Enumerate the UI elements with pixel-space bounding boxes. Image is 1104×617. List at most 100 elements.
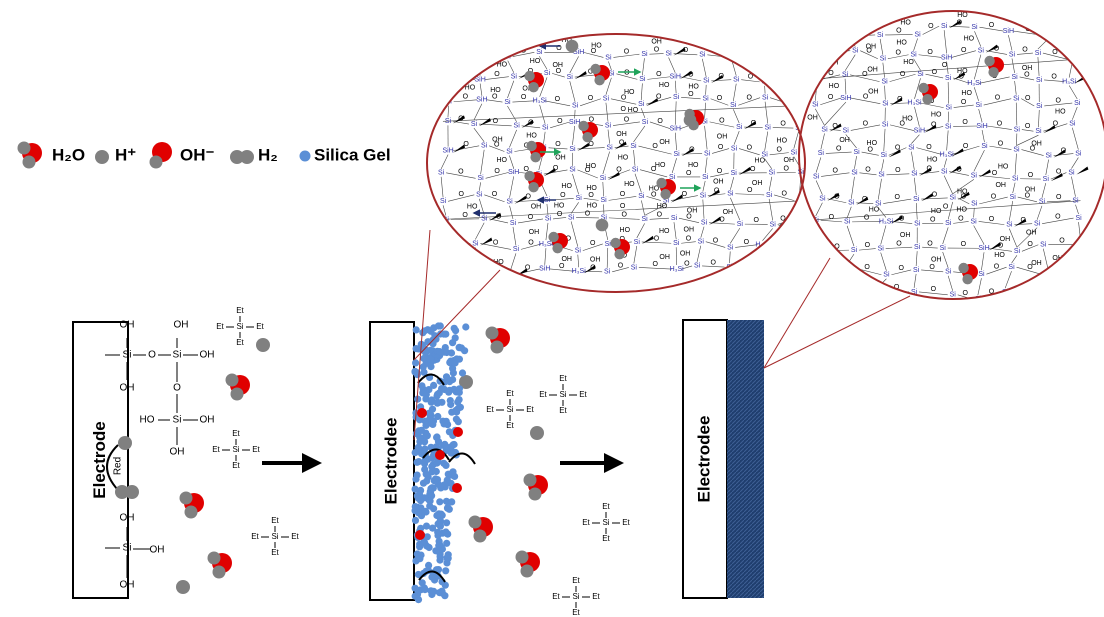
bond: [570, 81, 575, 102]
bond: [916, 203, 917, 219]
electrode-label: Electrodee: [694, 416, 713, 503]
bond: [765, 159, 772, 169]
silica-dot: [441, 592, 448, 599]
chem-label: Si: [876, 287, 883, 294]
chem-label: OH: [723, 209, 734, 216]
silica-dot: [452, 334, 459, 341]
reduction-label: Red: [113, 457, 124, 475]
h2o-h: [226, 374, 239, 387]
chem-label: O: [458, 168, 464, 175]
chem-label: O: [463, 94, 469, 101]
chem-label: O: [994, 264, 1000, 271]
chem-label: Si: [671, 215, 678, 222]
bond: [606, 103, 608, 122]
chem-label: O: [781, 191, 787, 198]
chem-label: Si: [443, 265, 450, 272]
chem-label: OH: [659, 254, 670, 261]
bond: [948, 276, 953, 291]
electrode-label: Electrode: [90, 421, 109, 498]
wedge: [1043, 125, 1055, 133]
chem-label: Si: [1035, 128, 1042, 135]
chem-label: OH: [863, 20, 874, 27]
bond: [675, 81, 676, 94]
bond: [703, 181, 705, 192]
chem-label: Si: [477, 175, 484, 182]
chem-label: O: [777, 147, 783, 154]
chem-label: Si: [702, 96, 709, 103]
chem-label: O: [828, 94, 834, 101]
bond: [1037, 206, 1042, 220]
h2o-h: [530, 152, 540, 162]
bond: [816, 203, 823, 216]
chem-label: H₃Si: [1062, 78, 1077, 85]
bond: [571, 221, 578, 246]
chem-label: Si: [569, 167, 576, 174]
chem-label: Si: [638, 101, 645, 108]
chem-label: HO: [587, 203, 598, 210]
chem-label: Si: [440, 198, 447, 205]
h2o-h: [962, 274, 972, 284]
chem-label: O: [746, 94, 752, 101]
chem-label: SiH: [840, 95, 851, 102]
chem-label: Si: [576, 195, 583, 202]
chem-label: OH: [866, 44, 877, 51]
chem-label: O: [456, 240, 462, 247]
chem-label: O: [991, 193, 997, 200]
h2o-h: [610, 238, 620, 248]
bond: [948, 202, 952, 219]
chem-label: O: [489, 46, 495, 53]
h2o-h: [521, 565, 534, 578]
chem-label: HO: [927, 156, 938, 163]
bond: [734, 267, 761, 269]
chem-label: Si: [1067, 267, 1074, 274]
bond: [914, 274, 916, 288]
chem-label: HO: [998, 164, 1009, 171]
chem-label: Si: [1014, 248, 1021, 255]
wedge: [770, 76, 782, 84]
bond: [474, 104, 482, 120]
bond: [1069, 63, 1072, 77]
chem-label: O: [833, 262, 839, 269]
chem-label: Si: [506, 405, 513, 414]
chem-label: Si: [1010, 194, 1017, 201]
chem-label: O: [961, 99, 967, 106]
bond: [675, 133, 676, 150]
chem-label: Si: [236, 322, 243, 331]
h2o-h: [23, 156, 36, 169]
silica-dot: [433, 512, 440, 519]
chem-label: HO: [465, 85, 476, 92]
chem-label: Si: [673, 94, 680, 101]
chem-label: OH: [120, 383, 135, 394]
chem-label: HO: [1055, 109, 1066, 116]
h2o-h: [594, 75, 604, 85]
chem-label: Et: [552, 592, 560, 601]
bond: [1009, 201, 1012, 221]
chem-label: O: [931, 286, 937, 293]
bond: [509, 156, 513, 169]
chem-label: O: [961, 241, 967, 248]
chem-label: Si: [848, 200, 855, 207]
chem-label: HO: [688, 84, 699, 91]
chem-label: O: [942, 62, 948, 69]
chem-label: O: [896, 28, 902, 35]
h-ion: [240, 150, 254, 164]
chem-label: HO: [931, 111, 942, 118]
chem-label: Si: [665, 50, 672, 57]
chem-label: Si: [481, 143, 488, 150]
chem-label: Si: [704, 150, 711, 157]
chem-label: Si: [1043, 176, 1050, 183]
chem-label: Si: [914, 31, 921, 38]
chem-label: Si: [694, 263, 701, 270]
chem-label: Et: [232, 461, 240, 470]
chem-label: Si: [1034, 221, 1041, 228]
chem-label: HO: [628, 107, 639, 114]
bond: [974, 225, 984, 244]
bond: [701, 227, 704, 238]
chem-label: Si: [1074, 100, 1081, 107]
chem-label: OH: [900, 232, 911, 239]
legend-label: H⁺: [115, 145, 136, 164]
chem-label: H₃Si: [572, 268, 587, 275]
chem-label: Si: [1039, 199, 1046, 206]
chem-label: Si: [605, 241, 612, 248]
silica-dot: [442, 528, 449, 535]
